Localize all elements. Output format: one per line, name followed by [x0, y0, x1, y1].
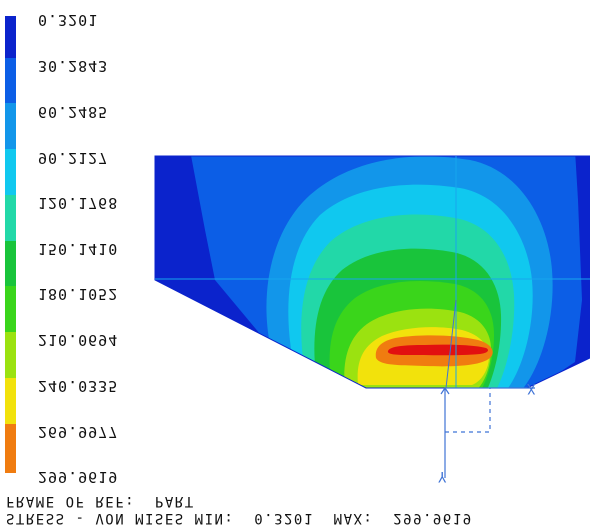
fringe-contours — [155, 156, 590, 388]
legend-swatch — [5, 424, 16, 473]
legend-swatch — [5, 149, 16, 195]
frame-of-reference-label: FRAME OF REF: PART — [6, 493, 195, 509]
triad-projection — [445, 388, 491, 433]
legend-swatch — [5, 332, 16, 378]
section-line-skew — [445, 299, 457, 389]
legend-swatch — [5, 103, 16, 149]
stress-result-label: STRESS - VON MISES MIN: 0.3201 MAX: 299.… — [6, 510, 473, 526]
legend-swatch — [5, 241, 16, 286]
triad-origin-marker — [440, 386, 450, 395]
legend-swatch — [5, 16, 16, 58]
triad-y-label: Y — [438, 468, 447, 484]
triad-x-label: X — [527, 380, 536, 396]
legend-swatch — [5, 378, 16, 424]
coordinate-triad — [440, 386, 535, 478]
fringe-legend-bar — [5, 16, 16, 473]
legend-swatch — [5, 286, 16, 332]
legend-swatch — [5, 58, 16, 103]
legend-swatch — [5, 195, 16, 241]
